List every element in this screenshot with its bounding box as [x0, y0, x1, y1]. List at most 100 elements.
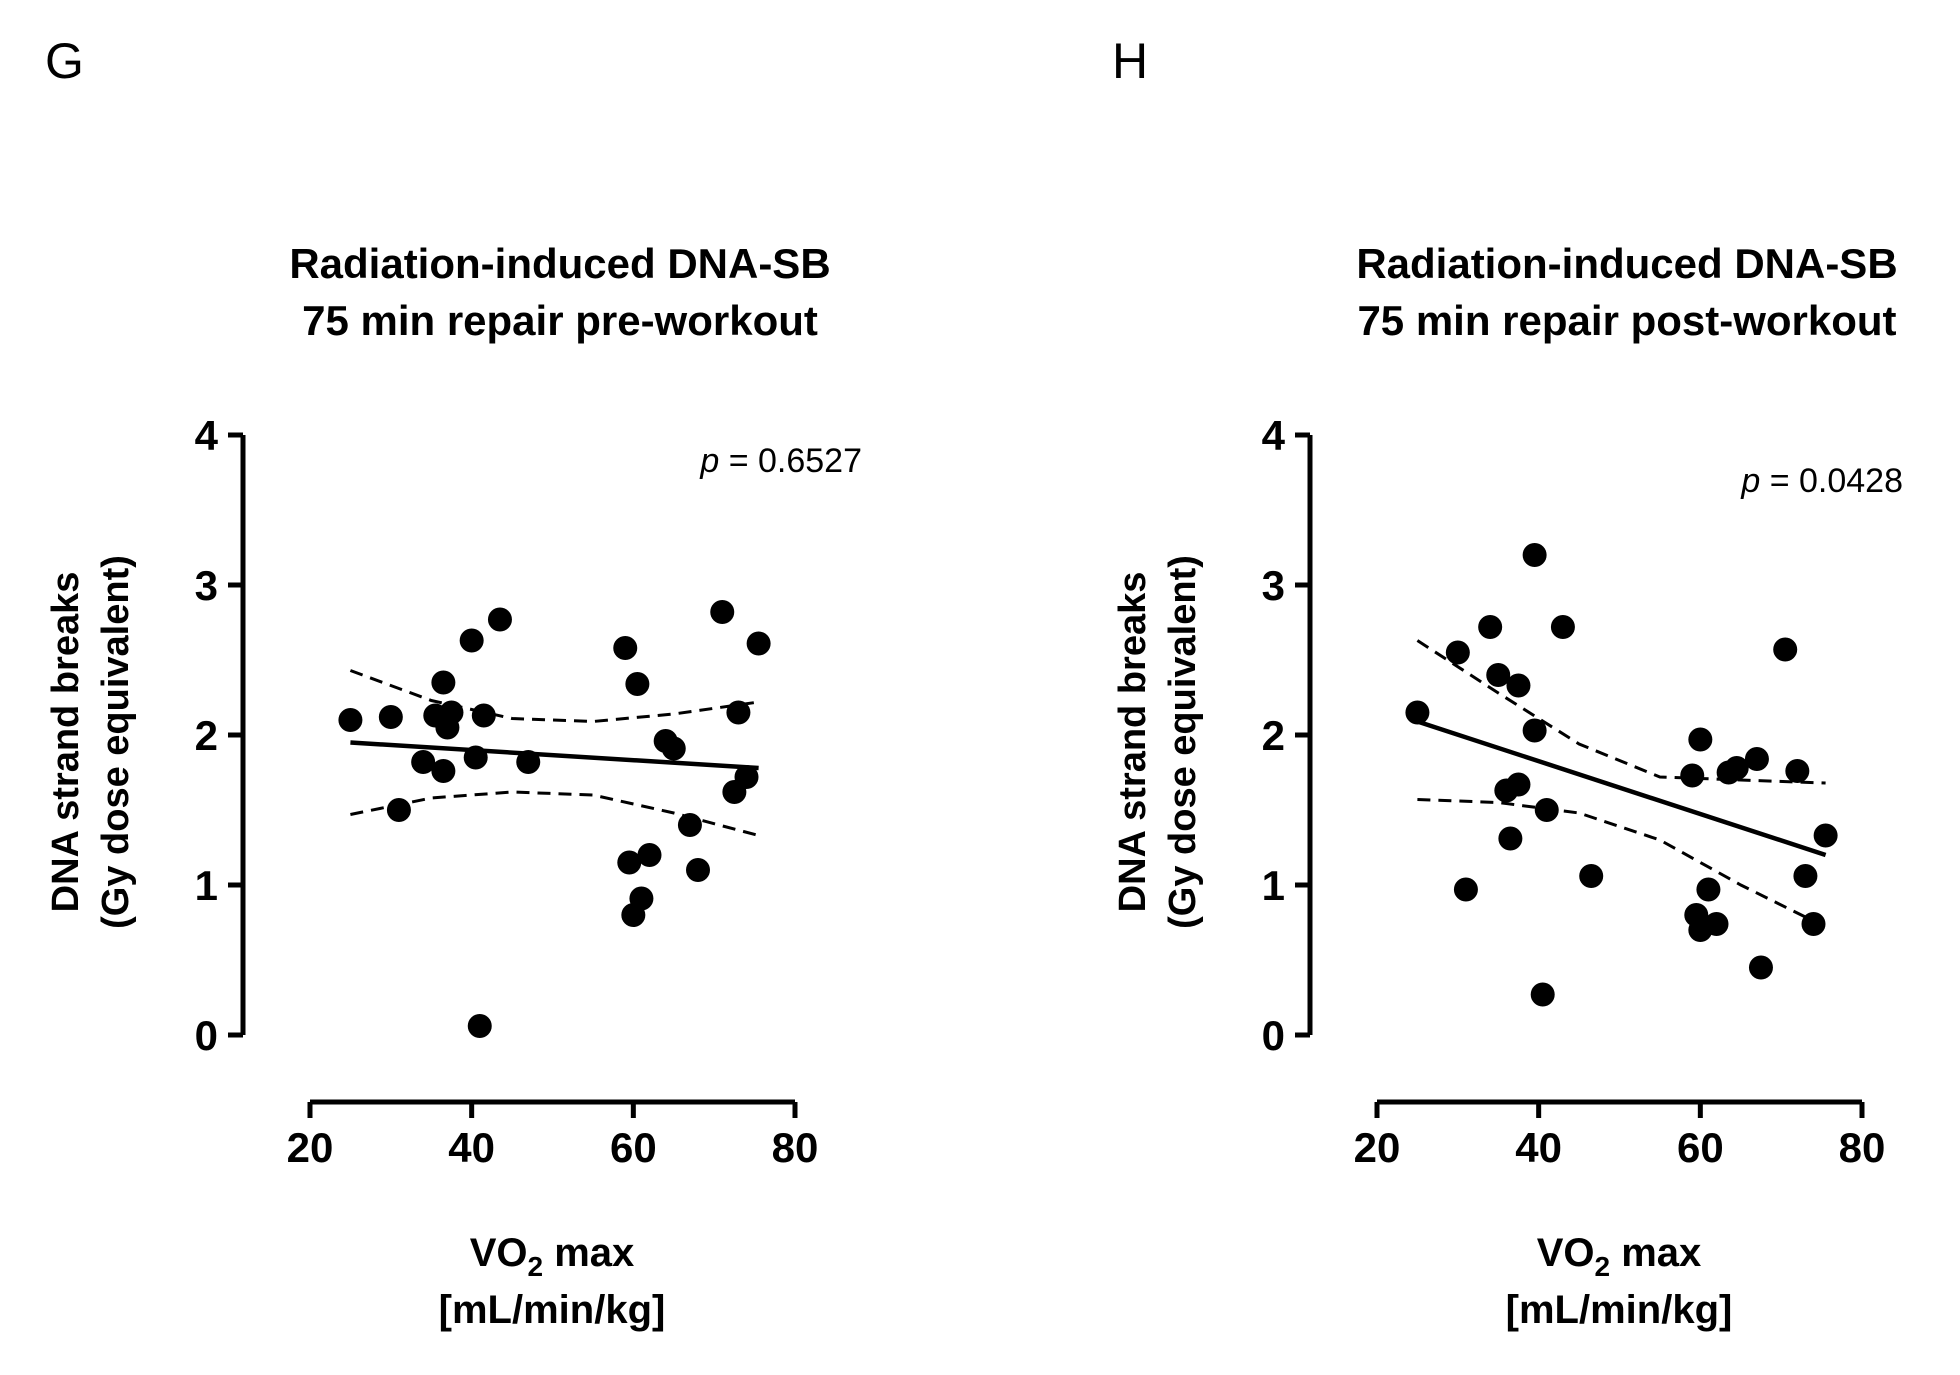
data-point — [1522, 543, 1547, 567]
data-point — [677, 813, 702, 837]
x-axis-label-suffix: max — [543, 1231, 634, 1275]
data-point — [467, 1014, 492, 1038]
regression-line — [1416, 719, 1827, 858]
x-tick-label: 20 — [1354, 1124, 1401, 1171]
chart-title-line-1: Radiation-induced DNA-SB — [289, 240, 830, 287]
x-axis-label-subscript: 2 — [1595, 1251, 1611, 1282]
data-point — [1453, 877, 1478, 902]
x-axis-label: VO2 max — [1537, 1231, 1702, 1282]
data-point — [431, 759, 456, 783]
data-point — [1785, 759, 1810, 783]
p-value-text: = 0.6527 — [719, 442, 862, 480]
x-axis-label-suffix: max — [1610, 1231, 1701, 1275]
data-point — [1744, 747, 1769, 771]
data-point — [710, 600, 735, 624]
x-axis-label-main: VO — [1537, 1231, 1595, 1275]
chart-title-line-1: Radiation-induced DNA-SB — [1356, 240, 1897, 287]
data-point — [439, 700, 464, 725]
x-tick-label: 20 — [287, 1124, 334, 1171]
y-axis-label: DNA strand breaks (Gy dose equivalent) — [45, 555, 137, 929]
data-point — [386, 798, 411, 822]
data-point — [1801, 912, 1826, 936]
panel-label: G — [45, 33, 84, 89]
y-axis-label-line-2: (Gy dose equivalent) — [1162, 555, 1204, 929]
data-point — [1530, 982, 1555, 1007]
x-axis-unit: [mL/min/kg] — [439, 1288, 666, 1332]
data-point — [734, 765, 759, 789]
y-tick-label: 4 — [1262, 412, 1286, 459]
data-point — [1773, 637, 1798, 662]
data-point — [1680, 763, 1705, 788]
panel-label: H — [1112, 33, 1148, 89]
data-point — [686, 858, 710, 882]
data-point — [637, 843, 662, 867]
data-point — [1534, 798, 1559, 822]
y-tick-label: 2 — [195, 712, 218, 759]
chart-title-line-2: 75 min repair post-workout — [1357, 297, 1896, 344]
y-tick-label: 1 — [1262, 862, 1285, 909]
data-point — [1445, 640, 1470, 665]
data-point — [463, 745, 488, 770]
y-tick-label: 3 — [1262, 562, 1285, 609]
p-value-text: = 0.0428 — [1760, 462, 1903, 500]
data-point — [1579, 864, 1604, 888]
y-axis-label-line-1: DNA strand breaks — [1112, 572, 1154, 913]
y-axis-label: DNA strand breaks (Gy dose equivalent) — [1112, 555, 1204, 929]
p-symbol: p — [699, 442, 719, 480]
data-point — [1696, 877, 1721, 902]
ci-lower-band — [1417, 798, 1827, 929]
y-axis-label-line-2: (Gy dose equivalent) — [95, 555, 137, 929]
data-point — [726, 700, 751, 725]
ci-upper-band — [1416, 639, 1826, 785]
x-axis-label-main: VO — [470, 1231, 528, 1275]
panel-g: G Radiation-induced DNA-SB 75 min repair… — [45, 33, 862, 1332]
y-axis-label-line-1: DNA strand breaks — [45, 572, 87, 913]
data-point — [516, 750, 541, 774]
data-point — [471, 703, 496, 728]
regression-line — [350, 740, 759, 771]
y-tick-label: 1 — [195, 862, 218, 909]
y-tick-label: 2 — [1262, 712, 1285, 759]
data-point — [746, 631, 771, 656]
data-point — [487, 607, 512, 632]
data-point — [378, 705, 403, 729]
p-value-annotation: p = 0.0428 — [1740, 462, 1903, 500]
data-point — [1793, 864, 1818, 888]
data-point — [1478, 615, 1503, 639]
data-point — [1813, 823, 1838, 848]
data-point — [617, 850, 642, 875]
data-point — [1506, 673, 1531, 698]
data-point — [1704, 912, 1729, 936]
x-tick-label: 80 — [772, 1124, 819, 1171]
y-tick-label: 0 — [195, 1012, 218, 1059]
data-point — [613, 636, 638, 660]
y-tick-label: 3 — [195, 562, 218, 609]
data-point — [411, 750, 436, 774]
data-point — [1522, 718, 1547, 743]
data-point — [338, 708, 363, 732]
data-point — [1486, 663, 1511, 687]
p-value-annotation: p = 0.6527 — [699, 442, 862, 480]
x-tick-label: 60 — [1677, 1124, 1724, 1171]
data-point — [459, 628, 484, 653]
x-tick-label: 40 — [1515, 1124, 1562, 1171]
data-point — [1405, 700, 1430, 725]
data-point — [1748, 955, 1773, 980]
data-point — [1550, 615, 1575, 639]
data-point — [1498, 826, 1523, 851]
y-tick-label: 4 — [195, 412, 219, 459]
x-tick-label: 80 — [1839, 1124, 1886, 1171]
x-axis-unit: [mL/min/kg] — [1506, 1288, 1733, 1332]
x-axis-label-subscript: 2 — [528, 1251, 544, 1282]
data-point — [661, 736, 686, 761]
chart-title-line-2: 75 min repair pre-workout — [302, 297, 818, 344]
ci-upper-band — [349, 669, 759, 724]
y-tick-label: 0 — [1262, 1012, 1285, 1059]
data-point — [1506, 772, 1531, 797]
p-symbol: p — [1740, 462, 1760, 500]
data-point — [625, 672, 650, 696]
data-point — [431, 670, 456, 695]
data-point — [629, 886, 654, 911]
x-tick-label: 60 — [610, 1124, 657, 1171]
